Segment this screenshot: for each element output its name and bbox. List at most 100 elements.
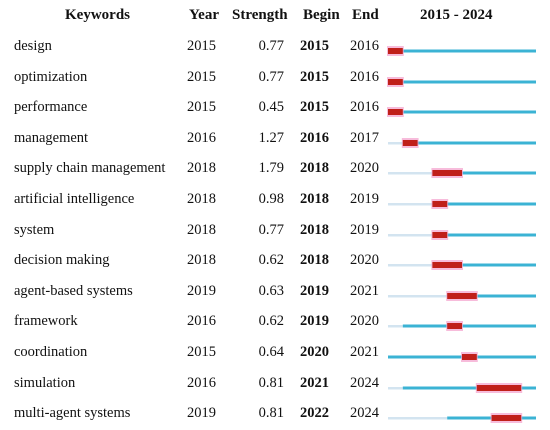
table-row: artificial intelligence 2018 0.98 2018 2019 <box>0 185 550 215</box>
burst-timeline <box>387 76 536 87</box>
year-cell: 2015 <box>187 344 216 360</box>
strength-cell: 0.64 <box>258 344 284 360</box>
year-cell: 2019 <box>187 282 216 299</box>
inactive-segment <box>388 172 433 175</box>
active-segment <box>388 80 536 84</box>
year-cell: 2016 <box>187 313 216 330</box>
table-row: agent-based systems 2019 0.63 2019 2021 <box>0 277 550 307</box>
burst-bar <box>388 78 403 85</box>
end-cell: 2020 <box>350 252 379 269</box>
inactive-segment <box>388 417 448 420</box>
begin-cell: 2019 <box>300 282 329 299</box>
header-strength: Strength <box>232 7 288 23</box>
table-row: framework 2016 0.62 2019 2020 <box>0 307 550 337</box>
year-cell: 2018 <box>187 191 216 207</box>
year-cell: 2019 <box>187 405 216 422</box>
begin-cell: 2015 <box>300 99 329 116</box>
header-range: 2015 - 2024 <box>420 7 493 23</box>
begin-cell: 2015 <box>300 68 329 85</box>
begin-cell: 2016 <box>300 129 329 146</box>
active-segment <box>402 386 536 390</box>
strength-cell: 1.27 <box>258 129 284 146</box>
end-cell: 2019 <box>350 221 379 238</box>
table-row: supply chain management 2018 1.79 2018 2020 <box>0 154 550 184</box>
end-cell: 2024 <box>350 374 379 391</box>
burst-timeline <box>388 260 536 271</box>
begin-cell: 2018 <box>300 252 329 269</box>
burst-bar <box>402 139 418 146</box>
burst-bar <box>447 292 477 299</box>
begin-cell: 2019 <box>300 313 329 330</box>
header-begin: Begin <box>303 7 340 23</box>
strength-cell: 0.81 <box>258 374 284 391</box>
header-end: End <box>352 7 379 23</box>
burst-timeline <box>388 199 536 209</box>
keyword-cell: management <box>14 129 89 146</box>
end-cell: 2024 <box>350 405 379 422</box>
burst-bar <box>388 109 403 116</box>
burst-timeline <box>388 137 536 148</box>
keyword-cell: framework <box>14 313 78 330</box>
active-segment <box>402 141 536 145</box>
strength-cell: 1.79 <box>258 160 284 177</box>
burst-timeline <box>388 229 536 240</box>
strength-cell: 0.63 <box>258 282 284 299</box>
end-cell: 2017 <box>350 129 379 146</box>
active-segment <box>432 171 536 175</box>
strength-cell: 0.45 <box>258 99 284 116</box>
begin-cell: 2018 <box>300 191 329 207</box>
burst-bar <box>462 354 477 360</box>
end-cell: 2020 <box>350 313 379 330</box>
burst-timeline <box>388 382 536 393</box>
burst-timeline <box>387 107 536 118</box>
keyword-cell: coordination <box>14 344 88 360</box>
burst-bar <box>432 231 448 238</box>
inactive-segment <box>388 233 433 237</box>
end-cell: 2019 <box>350 191 379 207</box>
table-row: multi-agent systems 2019 0.81 2022 2024 <box>0 399 550 429</box>
burst-timeline <box>388 413 536 424</box>
active-segment <box>388 49 536 53</box>
strength-cell: 0.98 <box>258 191 284 207</box>
active-segment <box>432 233 536 237</box>
year-cell: 2015 <box>187 38 216 54</box>
burst-bar <box>491 415 522 422</box>
burst-bar <box>388 48 403 54</box>
active-segment <box>402 324 536 328</box>
table-row: performance 2015 0.45 2015 2016 <box>0 93 550 123</box>
end-cell: 2021 <box>350 282 379 299</box>
active-segment <box>447 294 536 298</box>
burst-timeline <box>388 321 536 332</box>
strength-cell: 0.62 <box>258 252 284 269</box>
inactive-segment <box>388 203 433 206</box>
table-row: optimization 2015 0.77 2015 2016 <box>0 63 550 93</box>
burst-timeline <box>388 168 536 179</box>
burst-bar <box>432 262 462 269</box>
table-row: design 2015 0.77 2015 2016 <box>0 32 550 62</box>
inactive-segment <box>388 325 403 328</box>
year-cell: 2018 <box>187 160 216 177</box>
year-cell: 2016 <box>187 374 216 391</box>
keyword-cell: optimization <box>14 68 88 85</box>
burst-timeline <box>387 46 536 56</box>
end-cell: 2021 <box>350 344 379 360</box>
burst-bar <box>447 323 462 330</box>
end-cell: 2016 <box>350 99 379 116</box>
inactive-segment <box>388 294 448 298</box>
begin-cell: 2015 <box>300 38 329 54</box>
strength-cell: 0.77 <box>258 221 284 238</box>
keyword-cell: supply chain management <box>14 160 166 177</box>
burst-bar <box>476 384 522 391</box>
active-segment <box>388 110 536 114</box>
active-segment <box>432 263 536 267</box>
begin-cell: 2020 <box>300 344 329 360</box>
keyword-cell: performance <box>14 99 88 116</box>
begin-cell: 2018 <box>300 160 329 177</box>
begin-cell: 2021 <box>300 374 329 391</box>
header-year: Year <box>189 7 219 23</box>
year-cell: 2018 <box>187 252 216 269</box>
strength-cell: 0.62 <box>258 313 284 330</box>
end-cell: 2016 <box>350 38 379 54</box>
keyword-cell: system <box>14 221 55 238</box>
